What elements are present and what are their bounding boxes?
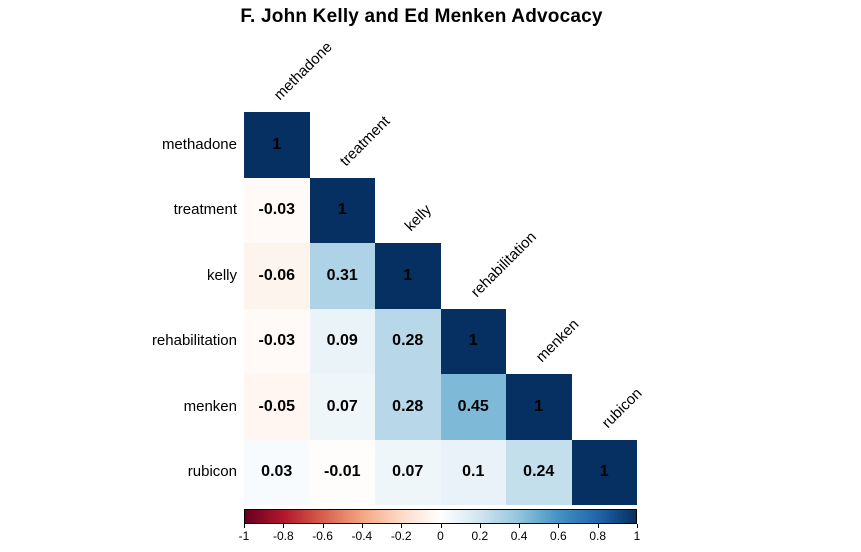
matrix-cell: -0.03 xyxy=(244,308,310,374)
row-label: rubicon xyxy=(187,463,237,481)
colorbar-tick-label: -0.2 xyxy=(390,529,412,543)
colorbar-tick xyxy=(519,524,521,528)
matrix-cell: 0.1 xyxy=(440,439,506,505)
row-label: kelly xyxy=(206,266,237,284)
chart-title: F. John Kelly and Ed Menken Advocacy xyxy=(240,6,603,27)
colorbar-tick-label: -0.4 xyxy=(351,529,373,543)
matrix-cell: -0.06 xyxy=(244,243,310,309)
column-label: menken xyxy=(532,315,583,366)
colorbar-tick xyxy=(637,524,638,528)
colorbar-gradient xyxy=(244,509,637,524)
colorbar-tick xyxy=(558,524,560,528)
colorbar-tick xyxy=(479,524,481,528)
column-label: methadone xyxy=(270,38,336,104)
colorbar-tick xyxy=(283,524,285,528)
matrix-cell: 0.28 xyxy=(375,308,441,374)
row-label: methadone xyxy=(161,135,237,153)
matrix-cell: 1 xyxy=(244,112,310,178)
column-label: kelly xyxy=(401,201,435,235)
colorbar-tick-label: 0.8 xyxy=(589,529,607,543)
row-label: treatment xyxy=(173,201,237,219)
colorbar-tick-label: 0.6 xyxy=(550,529,567,543)
colorbar-tick-label: -1 xyxy=(238,529,250,543)
column-label: rubicon xyxy=(598,384,645,432)
matrix-cell: -0.05 xyxy=(244,374,310,440)
column-label: treatment xyxy=(336,112,393,170)
colorbar-tick xyxy=(597,524,599,528)
colorbar-tick-label: 0 xyxy=(437,529,444,543)
colorbar-tick-label: 0.2 xyxy=(471,529,489,543)
row-label: rehabilitation xyxy=(151,332,237,350)
matrix-cell: 0.24 xyxy=(506,439,572,505)
matrix-cell: -0.01 xyxy=(309,439,375,505)
colorbar-tick-label: 1 xyxy=(633,529,641,543)
matrix-cell: -0.03 xyxy=(244,177,310,243)
colorbar-tick xyxy=(244,524,245,528)
matrix-cell: 0.07 xyxy=(309,374,375,440)
matrix-cell: 0.45 xyxy=(440,374,506,440)
colorbar-tick xyxy=(361,524,363,528)
matrix-cell: 0.31 xyxy=(309,243,375,309)
matrix-cell: 1 xyxy=(309,177,375,243)
matrix-cell: 0.03 xyxy=(244,439,310,505)
colorbar-tick xyxy=(440,524,442,528)
matrix-cell: 0.07 xyxy=(375,439,441,505)
matrix-cell: 1 xyxy=(440,308,506,374)
colorbar-tick-label: -0.6 xyxy=(312,529,333,543)
matrix-cell: 1 xyxy=(571,439,637,505)
matrix-cell: 1 xyxy=(506,374,572,440)
matrix-cell: 0.28 xyxy=(375,374,441,440)
matrix-cell: 1 xyxy=(375,243,441,309)
matrix-cell: 0.09 xyxy=(309,308,375,374)
colorbar-tick xyxy=(322,524,324,528)
colorbar-tick xyxy=(401,524,403,528)
row-label: menken xyxy=(183,397,237,415)
colorbar-tick-label: -0.8 xyxy=(272,529,294,543)
column-label: rehabilitation xyxy=(467,227,540,301)
colorbar-tick-label: 0.4 xyxy=(510,529,528,543)
